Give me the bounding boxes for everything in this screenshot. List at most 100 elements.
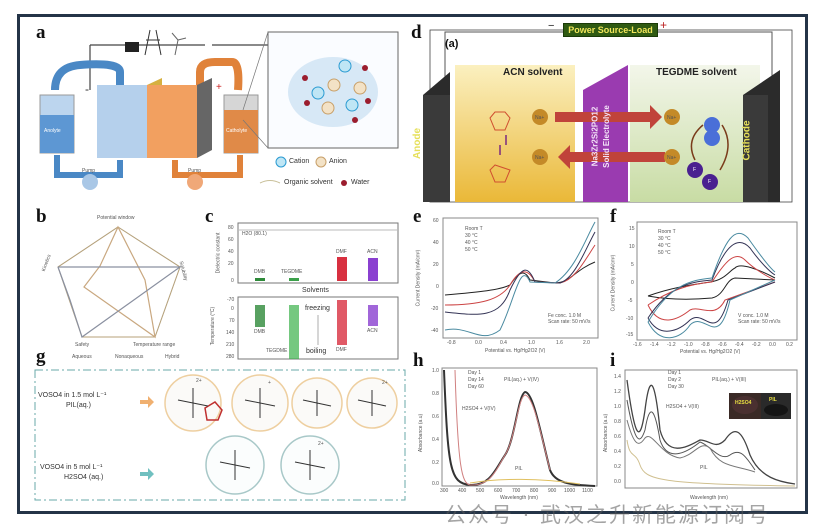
sublabel-a: (a)	[445, 38, 459, 50]
tick: 1.2	[614, 389, 621, 395]
scan-rate-note: Scan rate: 50 mV/s	[738, 319, 781, 325]
panel-label-f: f	[610, 206, 617, 227]
negative-terminal: -	[85, 82, 89, 96]
negative-sign: −	[548, 20, 555, 32]
tick: 1.0	[528, 340, 535, 346]
series-nonaqueous	[57, 226, 181, 338]
label-acn: ACN	[367, 249, 378, 255]
tick: 600	[494, 488, 503, 494]
tick: 0.4	[614, 449, 621, 455]
legend-organic-solvent: Organic solvent	[284, 179, 333, 186]
axis-safety: Safety	[75, 342, 90, 348]
tick: -0.8	[701, 342, 710, 348]
annotation-h2so4-v4: H2SO4 + V(IV)	[462, 406, 496, 412]
charge-label: +	[268, 380, 271, 386]
tick: -40	[431, 328, 439, 334]
tick: 0.6	[614, 434, 621, 440]
h2o-reference: H2O (80.1)	[242, 231, 267, 237]
sodium-ion: Na+	[535, 155, 545, 161]
row1-label: VOSO4 in 1.5 mol L⁻¹	[38, 392, 107, 399]
tick: -5	[628, 298, 633, 304]
pump-icon	[82, 174, 98, 190]
tick: -0.2	[752, 342, 761, 348]
boiling-label: boiling	[306, 348, 327, 355]
tick: 210	[226, 342, 235, 348]
x-axis-label: Potential vs. Hg/Hg2O2 (V)	[680, 349, 741, 355]
power-source-load-box: Power Source-Load	[563, 23, 658, 37]
tick: 900	[548, 488, 557, 494]
pump-label: Pump	[188, 168, 202, 174]
panel-label-a: a	[36, 22, 46, 43]
row1-sublabel: PIL(aq.)	[66, 402, 91, 409]
photo-label-h2so4: H2SO4	[735, 400, 752, 406]
tick: 300	[440, 488, 449, 494]
row2-sublabel: H2SO4 (aq.)	[64, 474, 104, 481]
tick: 0.2	[786, 342, 793, 348]
tick: 140	[226, 330, 235, 336]
legend-40c: 40 °C	[658, 243, 671, 249]
legend-water: Water	[351, 179, 370, 186]
tick: 80	[228, 225, 234, 231]
panel-label-d: d	[411, 22, 422, 43]
tick: 0.4	[432, 437, 439, 443]
x-axis-label: Wavelength (nm)	[690, 495, 728, 501]
legend-aqueous: Aqueous	[72, 354, 92, 360]
sodium-ion: Na+	[667, 115, 677, 121]
tegdme-solvent-label: TEGDME solvent	[656, 67, 737, 78]
bar-acn	[368, 258, 378, 281]
legend-day1: Day 1	[468, 370, 482, 376]
label-dmb: DMB	[254, 269, 266, 275]
positive-sign: +	[660, 18, 668, 32]
legend-50c: 50 °C	[465, 247, 478, 253]
photo-label-pil: PIL	[769, 397, 777, 403]
tick: 20	[433, 262, 439, 268]
legend-50c: 50 °C	[658, 250, 671, 256]
row2-label: VOSO4 in 5 mol L⁻¹	[40, 464, 103, 471]
tick: 0.8	[432, 391, 439, 397]
fluoride-ion: F	[708, 179, 712, 185]
tick: -1.6	[633, 342, 642, 348]
tick: 0	[231, 278, 234, 284]
charge-label: 2+	[318, 441, 324, 447]
legend-day30: Day 30	[668, 384, 684, 390]
bar-dmb	[255, 278, 265, 281]
tick: 0.6	[432, 414, 439, 420]
panel-label-h: h	[413, 350, 424, 371]
tick: 0.4	[500, 340, 507, 346]
tick: 1.0	[432, 368, 439, 374]
series-aqueous	[83, 225, 156, 339]
tick: 700	[512, 488, 521, 494]
tick: 0.0	[475, 340, 482, 346]
legend-anion: Anion	[329, 158, 347, 165]
tick: 1.4	[614, 374, 621, 380]
charge-label: 2+	[382, 380, 388, 386]
series-hybrid	[57, 266, 182, 338]
anolyte-label: Anolyte	[44, 128, 61, 134]
wind-turbine-icon	[171, 32, 187, 56]
y-axis-label: Absorbance (a.u)	[603, 413, 610, 453]
tick: -0.4	[735, 342, 744, 348]
solvents-xlabel: Solvents	[302, 287, 329, 294]
axis-potential-window: Potential window	[97, 215, 135, 221]
nitrobenzene-molecule	[489, 111, 511, 183]
tick: -0.8	[447, 340, 456, 346]
label-tegdme: TEGDME	[266, 348, 288, 354]
tick: -15	[626, 332, 634, 338]
x-axis-label: Wavelength (nm)	[500, 495, 538, 501]
tick: 2.0	[583, 340, 590, 346]
label-dmf: DMF	[336, 249, 347, 255]
tick: 40	[228, 249, 234, 255]
tick: 0	[631, 280, 634, 286]
panel-label-g: g	[36, 346, 46, 367]
charge-label: 2+	[196, 378, 202, 384]
tick: 0.8	[614, 419, 621, 425]
tick: -70	[227, 297, 235, 303]
concentration-note: V conc. 1.0 M	[738, 313, 769, 319]
bar-dmf	[337, 257, 347, 281]
tick: 800	[530, 488, 539, 494]
tick: 0.0	[614, 479, 621, 485]
